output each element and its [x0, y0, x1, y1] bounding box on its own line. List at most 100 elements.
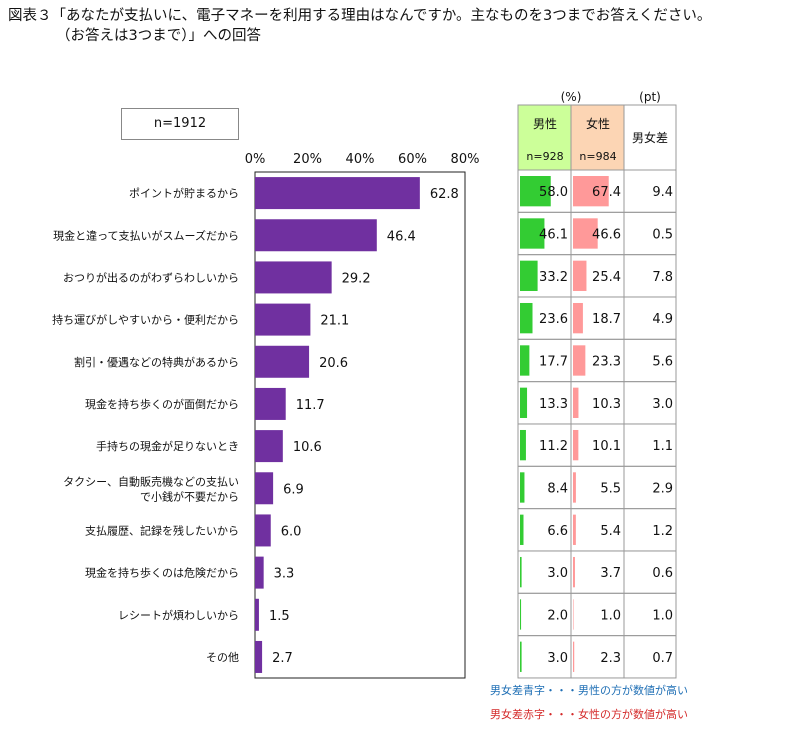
female-value: 5.4: [600, 524, 621, 539]
female-bar: [573, 429, 579, 461]
bar: [255, 598, 259, 631]
female-bar: [573, 260, 587, 291]
bar: [255, 556, 264, 589]
female-value: 10.3: [592, 397, 621, 412]
diff-value: 0.6: [652, 566, 673, 581]
category-label: 現金を持ち歩くのが面倒だから: [85, 397, 239, 411]
female-bar: [573, 387, 579, 418]
percent-unit-label: (%): [561, 90, 582, 104]
bar: [255, 345, 310, 378]
bar: [255, 177, 420, 210]
male-value: 23.6: [539, 312, 568, 327]
x-tick-label: 20%: [293, 152, 322, 167]
bar: [255, 261, 332, 294]
female-bar: [573, 641, 575, 672]
female-bar: [573, 472, 576, 503]
sample-size-box: n=1912: [121, 108, 239, 140]
category-label: 割引・優遇などの特典があるから: [74, 355, 239, 369]
male-value: 13.3: [539, 397, 568, 412]
male-bar: [520, 387, 528, 418]
diff-value: 3.0: [652, 397, 673, 412]
male-value: 2.0: [547, 608, 568, 623]
bar: [255, 640, 263, 673]
female-bar: [573, 345, 586, 376]
diff-cell: [623, 635, 677, 679]
male-value: 33.2: [539, 270, 568, 285]
male-bar: [520, 514, 524, 545]
bar: [255, 387, 286, 420]
male-bar: [520, 260, 538, 291]
plot-frame: [254, 171, 466, 679]
female-bar: [573, 514, 576, 545]
diff-value: 0.7: [652, 651, 673, 666]
x-tick-label: 40%: [346, 152, 375, 167]
diff-value: 7.8: [652, 270, 673, 285]
diff-value: 1.0: [652, 608, 673, 623]
male-bar: [520, 176, 551, 207]
male-bar: [520, 641, 522, 672]
male-value: 3.0: [547, 566, 568, 581]
diff-value: 9.4: [652, 185, 673, 200]
title-line-1: 図表３「あなたが支払いに、電子マネーを利用する理由はなんですか。主なものを3つま…: [8, 8, 712, 24]
note-blue-legend: 男女差青字・・・男性の方が数値が高い: [490, 684, 688, 697]
diff-value: 4.9: [652, 312, 673, 327]
bar-value-label: 10.6: [293, 440, 322, 455]
bar-value-label: 21.1: [320, 314, 349, 329]
female-value: 25.4: [592, 270, 621, 285]
chart-title: 図表３「あなたが支払いに、電子マネーを利用する理由はなんですか。主なものを3つま…: [8, 6, 711, 46]
bar-value-label: 6.0: [281, 524, 302, 539]
female-n-label: n=984: [579, 150, 616, 163]
category-label: 現金と違って支払いがスムーズだから: [53, 228, 239, 242]
diff-value: 1.2: [652, 524, 673, 539]
title-line-2: （お答えは3つまで）」への回答: [56, 28, 261, 44]
bar-value-label: 46.4: [387, 229, 416, 244]
bar: [255, 219, 377, 252]
male-value: 8.4: [547, 481, 568, 496]
bar-value-label: 6.9: [283, 482, 304, 497]
female-value: 46.6: [592, 227, 621, 242]
category-label: 支払履歴、記録を残したいから: [85, 523, 239, 537]
pt-unit-label: (pt): [639, 90, 661, 104]
male-value: 3.0: [547, 651, 568, 666]
female-value: 1.0: [600, 608, 621, 623]
male-bar: [520, 218, 545, 249]
bar: [255, 430, 283, 463]
bar-value-label: 2.7: [272, 651, 293, 666]
category-label: 持ち運びがしやすいから・便利だから: [52, 313, 239, 327]
male-bar: [520, 345, 530, 376]
female-bar: [573, 218, 598, 249]
female-value: 3.7: [600, 566, 621, 581]
diff-header-cell: [623, 104, 677, 171]
diff-header-label: 男女差: [632, 130, 668, 145]
male-n-label: n=928: [526, 150, 563, 163]
male-value: 46.1: [539, 227, 568, 242]
x-tick-label: 80%: [451, 152, 480, 167]
male-value: 58.0: [539, 185, 568, 200]
female-bar: [573, 176, 609, 207]
bar-value-label: 62.8: [430, 187, 459, 202]
bar-value-label: 29.2: [342, 271, 371, 286]
female-value: 18.7: [592, 312, 621, 327]
female-value: 67.4: [592, 185, 621, 200]
female-bar: [573, 302, 583, 334]
male-bar: [520, 599, 522, 630]
category-label: タクシー、自動販売機などの支払いで小銭が不要だから: [63, 474, 239, 503]
category-label: ポイントが貯まるから: [129, 186, 239, 200]
female-value: 10.1: [592, 439, 621, 454]
female-value: 5.5: [600, 481, 621, 496]
male-value: 17.7: [539, 354, 568, 369]
bar-value-label: 3.3: [274, 567, 295, 582]
category-label: 手持ちの現金が足りないとき: [96, 439, 239, 453]
bar-value-label: 11.7: [296, 398, 325, 413]
male-bar: [520, 302, 533, 334]
male-bar: [520, 556, 522, 588]
x-tick-label: 60%: [398, 152, 427, 167]
male-bar: [520, 472, 525, 503]
diff-value: 1.1: [652, 439, 673, 454]
note-red-legend: 男女差赤字・・・女性の方が数値が高い: [490, 708, 688, 721]
category-label: レシートが煩わしいから: [118, 608, 239, 622]
bar: [255, 514, 271, 547]
male-value: 6.6: [547, 524, 568, 539]
female-bar: [573, 599, 574, 630]
female-value: 2.3: [600, 651, 621, 666]
